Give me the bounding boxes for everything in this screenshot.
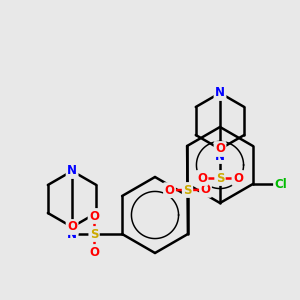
Text: N: N <box>67 227 77 241</box>
Text: O: O <box>89 245 99 259</box>
Text: O: O <box>200 183 211 196</box>
Text: O: O <box>67 220 77 233</box>
Text: N: N <box>215 86 225 100</box>
Text: O: O <box>89 209 99 223</box>
Text: N: N <box>215 149 225 163</box>
Text: S: S <box>216 172 224 184</box>
Text: O: O <box>197 172 207 184</box>
Text: Cl: Cl <box>274 178 287 190</box>
Text: S: S <box>90 227 98 241</box>
Text: O: O <box>164 184 175 197</box>
Text: S: S <box>183 184 192 196</box>
Text: O: O <box>215 142 225 155</box>
Text: O: O <box>233 172 243 184</box>
Text: N: N <box>67 164 77 178</box>
